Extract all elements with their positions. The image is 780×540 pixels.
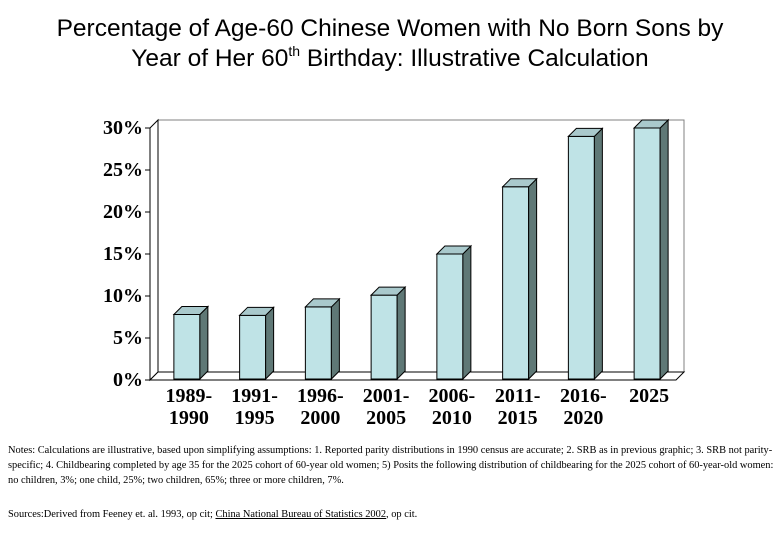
- x-tick-label: 2016-2020: [560, 385, 607, 429]
- y-tick-label: 20%: [103, 201, 143, 223]
- x-tick-label-line: 1991-: [231, 385, 278, 407]
- plot-border: [157, 119, 685, 373]
- bar-side: [330, 297, 340, 381]
- chart-title: Percentage of Age-60 Chinese Women with …: [0, 14, 780, 74]
- bar-front: [502, 186, 530, 380]
- plot-floor: [148, 371, 686, 381]
- bar-series: [172, 118, 670, 381]
- chart-title-line-2-start: Year of Her 60: [131, 45, 289, 72]
- bar-front: [239, 314, 267, 380]
- x-tick-label: 2025: [629, 385, 669, 407]
- bar-front: [370, 294, 398, 380]
- bar-side: [659, 118, 669, 381]
- x-tick-label-line: 2015: [498, 407, 538, 429]
- bar-front: [173, 313, 201, 380]
- bar-top: [567, 127, 604, 137]
- bar-side: [462, 244, 472, 381]
- chart-title-line-1: Percentage of Age-60 Chinese Women with …: [56, 15, 724, 42]
- bar: [567, 127, 604, 381]
- bar-top: [501, 178, 538, 188]
- bar: [501, 177, 538, 381]
- bar-side: [199, 305, 209, 381]
- x-tick-label-line: 2016-: [560, 385, 607, 407]
- bar-top: [304, 298, 341, 308]
- y-tick-label: 25%: [103, 159, 143, 181]
- x-tick-label-line: 2000: [300, 407, 340, 429]
- x-tick-label: 1996-2000: [297, 385, 344, 429]
- sources-prefix: Sources:Derived from Feeney et. al. 1993…: [8, 509, 216, 520]
- sources-link-text: China National Bureau of Statistics 2002: [215, 509, 387, 520]
- x-tick-label-line: 2020: [563, 407, 603, 429]
- x-tick-label-line: 1995: [235, 407, 275, 429]
- plot-left-wall: [149, 118, 159, 382]
- y-tick-label: 0%: [113, 369, 143, 391]
- x-tick-label-line: 2025: [629, 385, 669, 407]
- bar: [632, 118, 670, 381]
- x-axis: 1989-1990 1991-1995 1996-2000 2001-2005 2006…: [166, 385, 670, 429]
- y-axis: 0% 5% 10% 15% 20% 25% 30%: [103, 117, 150, 391]
- bar-side: [265, 306, 275, 381]
- bar-top: [238, 306, 275, 316]
- bar-top: [435, 245, 473, 255]
- bar: [238, 306, 275, 381]
- chart-title-superscript: th: [288, 43, 301, 59]
- chart-notes: Notes: Calculations are illustrative, ba…: [8, 445, 774, 486]
- chart-sources: Sources:Derived from Feeney et. al. 1993…: [8, 508, 774, 522]
- bar-front: [567, 135, 595, 380]
- bar: [172, 305, 210, 381]
- x-tick-label-line: 1990: [169, 407, 209, 429]
- y-tick-label: 30%: [103, 117, 143, 139]
- x-tick-label-line: 2005: [366, 407, 406, 429]
- x-tick-label: 1991-1995: [231, 385, 278, 429]
- bar-front: [633, 127, 661, 380]
- x-tick-label-line: 1996-: [297, 385, 344, 407]
- bar-front: [436, 253, 464, 380]
- x-tick-label-line: 2006-: [429, 385, 476, 407]
- chart-title-line-2-end: Birthday: Illustrative Calculation: [300, 45, 649, 72]
- bar-side: [528, 177, 538, 381]
- x-tick-label-line: 2011-: [495, 385, 541, 407]
- bar: [435, 244, 473, 381]
- bar-top: [632, 119, 670, 129]
- x-tick-label: 2006-2010: [429, 385, 476, 429]
- bar-top: [369, 286, 407, 296]
- bar-side: [593, 127, 603, 381]
- bar-side: [396, 285, 406, 381]
- y-tick-label: 15%: [103, 243, 143, 265]
- x-tick-label-line: 1989-: [166, 385, 213, 407]
- chart-title-line-2: Year of Her 60th Birthday: Illustrative …: [0, 44, 780, 74]
- x-tick-label-line: 2001-: [363, 385, 410, 407]
- x-tick-label: 2001-2005: [363, 385, 410, 429]
- y-tick-label: 10%: [103, 285, 143, 307]
- x-tick-label: 2011-2015: [495, 385, 541, 429]
- bar-chart: 0%5%10%15%20%25%30% 1989-19901991-199519…: [103, 117, 686, 429]
- bar: [369, 285, 407, 381]
- y-tick-label: 5%: [113, 327, 143, 349]
- plot-area: [148, 118, 686, 382]
- bar-top: [172, 305, 210, 315]
- x-tick-label-line: 2010: [432, 407, 472, 429]
- bar-front: [304, 306, 332, 380]
- sources-suffix: , op cit.: [386, 509, 418, 520]
- x-tick-label: 1989-1990: [166, 385, 213, 429]
- bar: [304, 297, 341, 381]
